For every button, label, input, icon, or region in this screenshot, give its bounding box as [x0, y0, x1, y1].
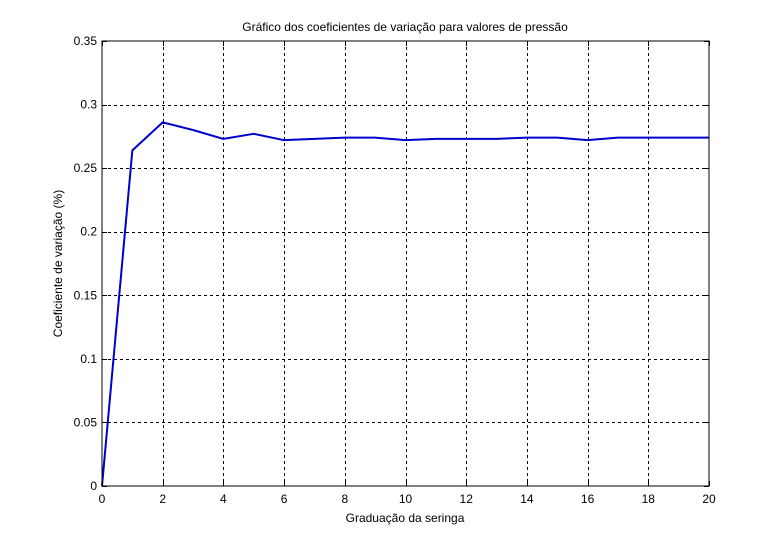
x-tick-label: 10: [399, 492, 413, 506]
y-tick-label: 0.2: [80, 225, 97, 239]
x-tick-label: 12: [460, 492, 474, 506]
y-tick-label: 0.35: [74, 34, 98, 48]
y-tick-label: 0: [90, 479, 97, 493]
y-tick-label: 0.1: [80, 352, 97, 366]
y-tick-label: 0.15: [74, 288, 98, 302]
y-tick-labels: 0 0.05 0.1 0.15 0.2 0.25 0.3 0.35: [74, 34, 98, 493]
x-tick-label: 18: [642, 492, 656, 506]
x-tick-label: 2: [159, 492, 166, 506]
x-tick-label: 14: [520, 492, 534, 506]
series-layer: [101, 121, 709, 487]
chart-title: Gráfico dos coeficientes de variação par…: [242, 20, 568, 34]
ticks: [102, 41, 710, 487]
x-tick-label: 16: [581, 492, 595, 506]
x-tick-labels: 0 2 4 6 8 10 12 14 16 18 20: [99, 492, 716, 506]
x-tick-label: 8: [341, 492, 348, 506]
grid: [102, 41, 709, 486]
x-tick-label: 4: [220, 492, 227, 506]
plot-frame: [101, 40, 710, 487]
x-axis-label: Graduação da seringa: [346, 511, 465, 525]
x-tick-label: 6: [281, 492, 288, 506]
x-tick-label: 0: [99, 492, 106, 506]
series-line-1: [101, 121, 709, 487]
plot-area: [102, 41, 709, 486]
y-tick-label: 0.05: [74, 415, 98, 429]
y-axis-label: Coeficiente de variação (%): [51, 190, 65, 337]
y-tick-label: 0.3: [80, 98, 97, 112]
x-tick-label: 20: [702, 492, 716, 506]
y-tick-label: 0.25: [74, 161, 98, 175]
